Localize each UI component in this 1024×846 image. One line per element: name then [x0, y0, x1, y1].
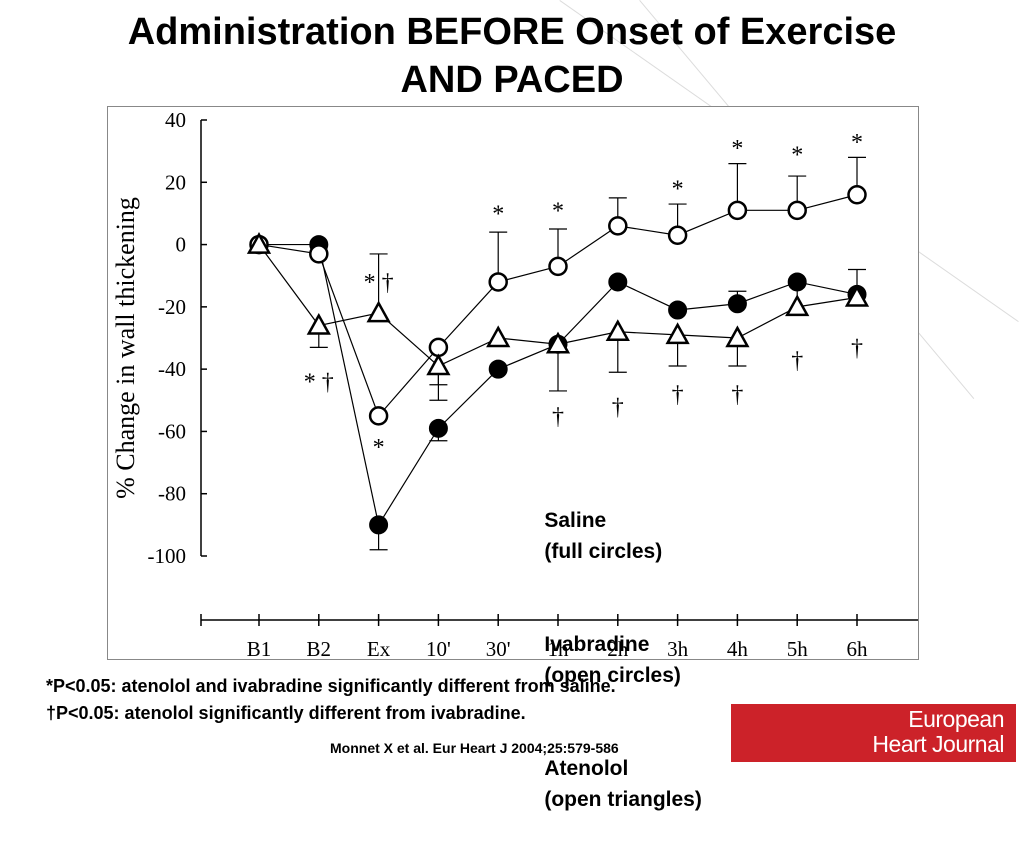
x-tick-label: 3h [667, 637, 689, 659]
data-point-atenolol [426, 353, 451, 376]
significance-marker: * [791, 142, 803, 168]
legend-marker-desc: (open circles) [544, 664, 681, 687]
x-tick-label: 6h [847, 637, 869, 659]
data-point-atenolol [545, 331, 571, 354]
legend-marker-desc: (open triangles) [544, 788, 702, 811]
legend-marker-desc: (full circles) [544, 540, 663, 563]
x-tick-label: 1h [548, 637, 570, 659]
data-point-saline [727, 294, 747, 314]
chart-frame: 40 20 0 -20 -40 -60 -80 -100 % Change in wall th… [107, 106, 919, 660]
x-tick-label: 5h [787, 637, 809, 659]
legend: Saline (full circles) Ivabradine (open c… [521, 474, 702, 846]
significance-marker: * † [304, 370, 334, 396]
legend-item-saline: Saline (full circles) [521, 474, 702, 598]
data-point-saline [488, 359, 508, 379]
slide-title: Administration BEFORE Onset of Exercise … [0, 8, 1024, 104]
footnote-significance-ivabradine: †P<0.05: atenolol significantly differen… [46, 703, 526, 723]
y-tick-label: -100 [148, 544, 187, 568]
data-point-saline [369, 515, 389, 535]
x-tick-label: 10' [426, 637, 451, 659]
y-tick-label: -60 [158, 419, 186, 443]
data-point-saline [428, 418, 448, 438]
logo-line-2: Heart Journal [872, 731, 1004, 757]
data-point-ivabradine [727, 200, 748, 221]
significance-marker: † [672, 382, 684, 408]
legend-label: Ivabradine [544, 633, 650, 656]
significance-marker: * [851, 130, 863, 156]
data-point-ivabradine [488, 272, 508, 292]
significance-marker: † [851, 335, 863, 361]
data-point-ivabradine [309, 244, 329, 264]
y-tick-label: -40 [158, 357, 186, 381]
footnote-significance-saline: *P<0.05: atenolol and ivabradine signifi… [46, 676, 616, 696]
y-tick-label: 20 [165, 170, 186, 194]
significance-marker: * [731, 136, 743, 162]
legend-label: Atenolol [544, 757, 629, 780]
x-tick-label: B2 [307, 637, 332, 659]
significance-marker: * [373, 435, 385, 461]
data-point-atenolol [844, 284, 870, 307]
logo-line-1: European [908, 706, 1004, 732]
significance-marker: * [552, 198, 564, 224]
data-point-saline [668, 300, 688, 320]
data-point-atenolol [665, 322, 690, 345]
title-line-2: AND PACED [400, 59, 624, 101]
significance-marker: † [791, 348, 803, 374]
x-tick-label: 2h [607, 637, 629, 659]
series-group [246, 156, 870, 551]
data-point-atenolol [366, 300, 391, 323]
data-point-ivabradine [368, 406, 389, 426]
data-point-atenolol [246, 231, 272, 254]
european-heart-journal-logo: European Heart Journal [731, 704, 1016, 762]
x-tick-label: B1 [247, 637, 272, 659]
data-point-atenolol [306, 312, 331, 335]
significance-marker: † [552, 404, 564, 430]
data-point-atenolol [725, 325, 750, 348]
data-point-ivabradine [428, 337, 449, 358]
legend-item-ivabradine: Ivabradine (open circles) [521, 598, 702, 722]
x-tick-label: 30' [486, 637, 511, 659]
data-point-saline [608, 272, 628, 292]
y-axis-label: % Change in wall thickening [111, 197, 140, 499]
data-point-ivabradine [608, 216, 628, 236]
significance-marker: † [612, 395, 624, 421]
data-point-ivabradine [667, 225, 688, 245]
data-point-atenolol [605, 319, 630, 342]
title-line-1: Administration BEFORE Onset of Exercise [127, 11, 897, 53]
wall-thickening-chart: 40 20 0 -20 -40 -60 -80 -100 % Change in wall th… [111, 108, 918, 659]
x-tick-label: 4h [727, 637, 749, 659]
footnotes: *P<0.05: atenolol and ivabradine signifi… [46, 673, 616, 727]
y-tick-label: -80 [158, 482, 186, 506]
significance-marker: * [672, 177, 684, 203]
data-point-ivabradine [847, 184, 867, 205]
y-tick-label: 0 [176, 233, 187, 257]
significance-marker: * [492, 201, 504, 227]
data-point-ivabradine [548, 256, 568, 277]
significance-marker: * † [364, 270, 394, 296]
data-point-saline [787, 272, 807, 292]
data-point-atenolol [486, 325, 511, 348]
y-tick-label: -20 [158, 295, 186, 319]
citation: Monnet X et al. Eur Heart J 2004;25:579-… [330, 740, 619, 756]
legend-label: Saline [544, 509, 607, 532]
data-point-atenolol [785, 294, 810, 317]
significance-marker: † [731, 382, 743, 408]
y-tick-label: 40 [165, 108, 186, 132]
x-tick-label: Ex [367, 637, 391, 659]
data-point-ivabradine [787, 200, 807, 221]
